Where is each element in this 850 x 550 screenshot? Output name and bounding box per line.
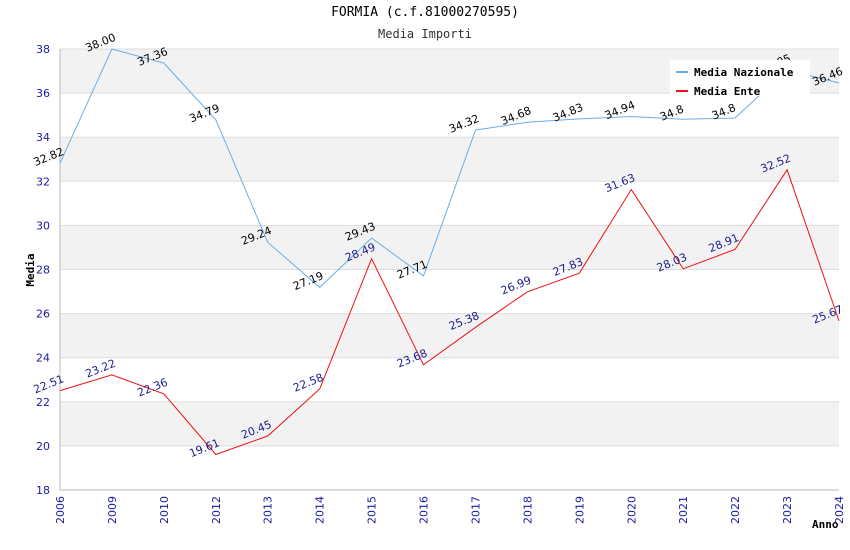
y-tick-label: 22	[36, 396, 50, 409]
y-tick-label: 36	[36, 87, 50, 100]
y-tick-label: 38	[36, 43, 50, 56]
x-axis-label: Anno	[812, 518, 839, 531]
y-tick-label: 28	[36, 264, 50, 277]
grid-band	[60, 313, 839, 358]
series-lines	[59, 48, 840, 456]
x-tick-label: 2018	[521, 496, 534, 524]
x-tick-label: 2021	[677, 496, 690, 524]
x-tick-label: 2016	[418, 496, 431, 524]
legend: Media Nazionale Media Ente	[670, 60, 810, 98]
x-tick-label: 2023	[781, 496, 794, 524]
x-tick-labels: 2006 2009 2010 2012 2013 2014 2015 2016 2017 2018…	[54, 496, 846, 524]
grid-band	[60, 269, 839, 314]
grid-band	[60, 225, 839, 270]
grid-band	[60, 93, 839, 138]
y-axis-label: Media	[24, 253, 37, 286]
legend-entry: Media Ente	[694, 85, 761, 98]
grid-band	[60, 445, 839, 490]
y-tick-label: 26	[36, 308, 50, 321]
x-tick-label: 2015	[366, 496, 379, 524]
x-tick-label: 2013	[262, 496, 275, 524]
legend-box	[670, 60, 810, 96]
legend-entry: Media Nazionale	[694, 66, 794, 79]
y-tick-label: 30	[36, 219, 50, 232]
series-line-media-nazionale	[59, 48, 840, 289]
grid-band	[60, 137, 839, 182]
grid-band	[60, 357, 839, 402]
series-line-media-ente	[59, 168, 840, 456]
x-tick-label: 2006	[54, 496, 67, 524]
x-tick-label: 2012	[210, 496, 223, 524]
x-tick-label: 2014	[314, 496, 327, 524]
x-tick-label: 2019	[573, 496, 586, 524]
y-tick-label: 20	[36, 440, 50, 453]
x-tick-label: 2020	[625, 496, 638, 524]
y-tick-label: 18	[36, 484, 50, 497]
x-tick-label: 2022	[729, 496, 742, 524]
x-tick-label: 2017	[469, 496, 482, 524]
y-tick-labels: 18 20 22 24 26 28 30 32 34 36 38	[36, 43, 50, 497]
y-tick-label: 34	[36, 131, 50, 144]
y-tick-label: 24	[36, 352, 50, 365]
x-tick-label: 2009	[106, 496, 119, 524]
x-tick-label: 2024	[833, 496, 846, 524]
x-tick-label: 2010	[158, 496, 171, 524]
axes	[59, 49, 839, 491]
chart-subtitle: Media Importi	[378, 27, 472, 41]
chart-title: FORMIA (c.f.81000270595)	[331, 5, 519, 20]
y-tick-label: 32	[36, 175, 50, 188]
